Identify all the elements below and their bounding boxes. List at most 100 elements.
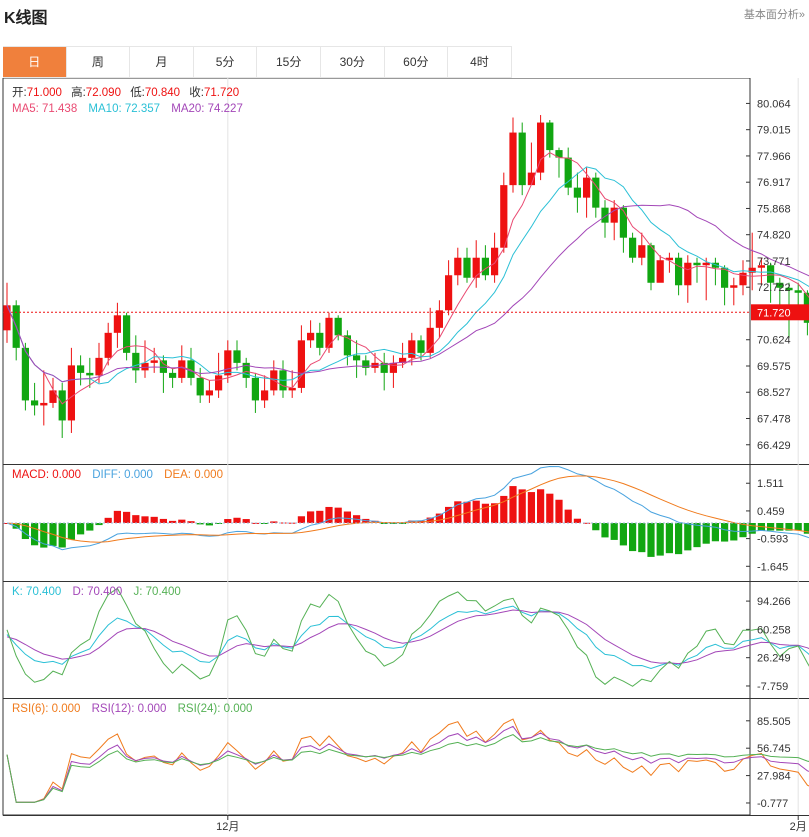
macd-bar xyxy=(58,523,66,548)
candle-body xyxy=(242,362,250,378)
candle-body xyxy=(297,340,305,388)
candle-body xyxy=(518,132,526,186)
macd-bar xyxy=(592,523,600,531)
macd-bar xyxy=(610,523,618,540)
macd-bar xyxy=(297,516,305,523)
candle-body xyxy=(555,150,563,158)
tab-3[interactable]: 5分 xyxy=(194,47,258,77)
tab-5[interactable]: 30分 xyxy=(321,47,385,77)
macd-tick-label: -1.645 xyxy=(757,561,788,573)
candle-body xyxy=(141,362,149,371)
candle-body xyxy=(150,360,158,363)
macd-bar xyxy=(555,499,563,523)
macd-bar xyxy=(665,523,673,554)
page-title: K线图 xyxy=(4,10,48,27)
macd-bar xyxy=(711,523,719,542)
price-tick-label: 76.917 xyxy=(757,177,791,189)
candle-body xyxy=(794,290,802,293)
tab-1[interactable]: 周 xyxy=(67,47,131,77)
current-price-label: 71.720 xyxy=(757,307,791,319)
macd-diff-line xyxy=(6,465,809,551)
macd-bar xyxy=(325,506,333,523)
macd-bar xyxy=(619,523,627,546)
candle-body xyxy=(610,207,618,223)
macd-bar xyxy=(141,516,149,523)
tab-6[interactable]: 60分 xyxy=(385,47,449,77)
tab-0[interactable]: 日 xyxy=(3,47,67,77)
candle-body xyxy=(537,122,545,173)
candle-body xyxy=(656,260,664,283)
candle-body xyxy=(592,177,600,208)
candle-body xyxy=(583,177,591,198)
macd-bar xyxy=(491,503,499,523)
tab-4[interactable]: 15分 xyxy=(257,47,321,77)
rsi-tick-label: 56.745 xyxy=(757,743,791,755)
candle-body xyxy=(785,287,793,291)
macd-bar xyxy=(776,523,784,531)
candle-body xyxy=(675,257,683,286)
kdj-d-line xyxy=(6,609,809,665)
candle-body xyxy=(353,355,361,361)
macd-bar xyxy=(785,523,793,531)
candle-body xyxy=(49,390,57,403)
ohlc-legend: 开:71.000 高:72.090 低:70.840 收:71.720 xyxy=(12,85,239,99)
fundamental-analysis-link[interactable]: 基本面分析» xyxy=(743,9,805,21)
candle-body xyxy=(316,332,324,348)
candle-body xyxy=(205,390,213,396)
tab-7[interactable]: 4时 xyxy=(448,47,512,77)
macd-legend: MACD: 0.000 DIFF: 0.000 DEA: 0.000 xyxy=(12,469,223,481)
candle-body xyxy=(389,362,397,373)
candle-body xyxy=(233,350,241,363)
price-tick-label: 73.771 xyxy=(757,256,791,268)
macd-bar xyxy=(537,489,545,523)
candle-body xyxy=(113,315,121,333)
macd-bar xyxy=(638,523,646,553)
macd-bar xyxy=(684,523,692,551)
kdj-tick-label: -7.759 xyxy=(757,681,788,693)
candle-body xyxy=(40,402,48,406)
candle-body xyxy=(417,340,425,353)
candle-body xyxy=(187,360,195,378)
macd-bar xyxy=(159,518,167,523)
tab-2[interactable]: 月 xyxy=(130,47,194,77)
macd-bar xyxy=(481,503,489,523)
macd-bar xyxy=(803,523,809,534)
macd-bar xyxy=(316,510,324,523)
candle-body xyxy=(196,377,204,396)
candle-body xyxy=(334,317,342,336)
candle-body xyxy=(739,272,747,286)
macd-bar xyxy=(794,523,802,531)
price-tick-label: 67.478 xyxy=(757,413,791,425)
macd-bar xyxy=(435,513,443,523)
candle-body xyxy=(31,400,39,406)
period-tabs: 日周月 5分 15分 30分 60分 4时 xyxy=(3,46,512,78)
price-tick-label: 72.722 xyxy=(757,282,791,294)
macd-bar xyxy=(123,511,131,523)
candle-body xyxy=(647,245,655,283)
macd-tick-label: 1.511 xyxy=(757,478,784,490)
rsi-tick-label: 27.984 xyxy=(757,771,791,783)
macd-bar xyxy=(187,521,195,523)
candle-body xyxy=(619,207,627,238)
macd-bar xyxy=(527,492,535,523)
candle-body xyxy=(730,285,738,288)
macd-bar xyxy=(693,523,701,548)
macd-bar xyxy=(601,523,609,538)
candle-body xyxy=(3,305,11,331)
candle-body xyxy=(224,350,232,376)
macd-bar xyxy=(67,523,75,540)
candlestick-chart: 71.720 80.064 79.015 77.966 76.917 75.868 74.… xyxy=(2,78,809,833)
candle-body xyxy=(463,257,471,278)
candle-body xyxy=(123,315,131,353)
candle-body xyxy=(748,267,756,273)
candle-body xyxy=(159,360,167,373)
candle-body xyxy=(601,207,609,223)
candle-body xyxy=(454,257,462,276)
candle-body xyxy=(564,157,572,188)
macd-bar xyxy=(150,516,158,523)
rsi6-line xyxy=(6,718,809,803)
month-label: 2月 xyxy=(790,821,807,833)
rsi-legend: RSI(6): 0.000 RSI(12): 0.000 RSI(24): 0.… xyxy=(12,703,252,715)
macd-bar xyxy=(647,523,655,557)
price-tick-label: 75.868 xyxy=(757,203,791,215)
